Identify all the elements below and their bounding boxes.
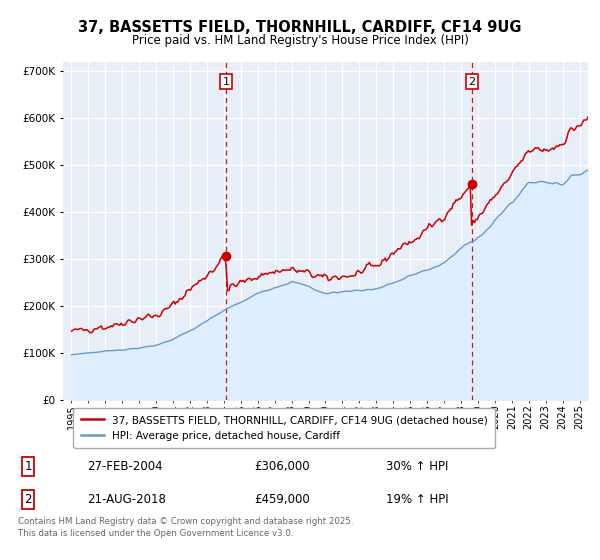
Text: 30% ↑ HPI: 30% ↑ HPI <box>386 460 449 473</box>
Text: Price paid vs. HM Land Registry's House Price Index (HPI): Price paid vs. HM Land Registry's House … <box>131 34 469 46</box>
Text: 2: 2 <box>468 77 475 87</box>
Legend: 37, BASSETTS FIELD, THORNHILL, CARDIFF, CF14 9UG (detached house), HPI: Average : 37, BASSETTS FIELD, THORNHILL, CARDIFF, … <box>73 408 495 448</box>
Text: 19% ↑ HPI: 19% ↑ HPI <box>386 493 449 506</box>
Text: Contains HM Land Registry data © Crown copyright and database right 2025.
This d: Contains HM Land Registry data © Crown c… <box>18 517 353 538</box>
Text: 27-FEB-2004: 27-FEB-2004 <box>87 460 163 473</box>
Text: £459,000: £459,000 <box>254 493 310 506</box>
Text: 1: 1 <box>25 460 32 473</box>
Text: £306,000: £306,000 <box>254 460 310 473</box>
Text: 37, BASSETTS FIELD, THORNHILL, CARDIFF, CF14 9UG: 37, BASSETTS FIELD, THORNHILL, CARDIFF, … <box>78 20 522 35</box>
Text: 21-AUG-2018: 21-AUG-2018 <box>87 493 166 506</box>
Text: 1: 1 <box>223 77 230 87</box>
Text: 2: 2 <box>25 493 32 506</box>
